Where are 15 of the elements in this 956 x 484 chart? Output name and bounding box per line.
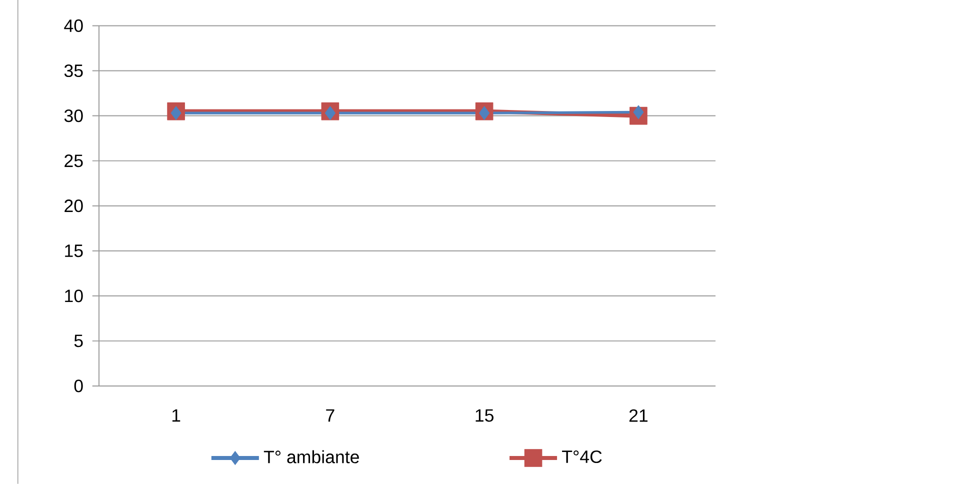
x-tick-label: 21 [629, 409, 648, 422]
y-tick-label: 25 [64, 154, 83, 168]
y-tick-label: 0 [74, 380, 83, 392]
x-tick-label: 15 [476, 409, 494, 422]
legend-label: T°4C [562, 450, 602, 464]
legend-label: T° ambiante [264, 450, 359, 464]
y-tick-label: 15 [65, 244, 83, 258]
y-tick-label: 40 [64, 19, 83, 32]
y-tick-label: 35 [64, 64, 83, 78]
x-tick-label: 7 [326, 409, 334, 422]
y-tick-label: 20 [64, 200, 83, 212]
x-tick-label: 1 [172, 409, 180, 422]
y-tick-label: 30 [64, 110, 83, 122]
y-tick-label: 5 [74, 334, 83, 348]
y-tick-label: 10 [65, 290, 83, 302]
